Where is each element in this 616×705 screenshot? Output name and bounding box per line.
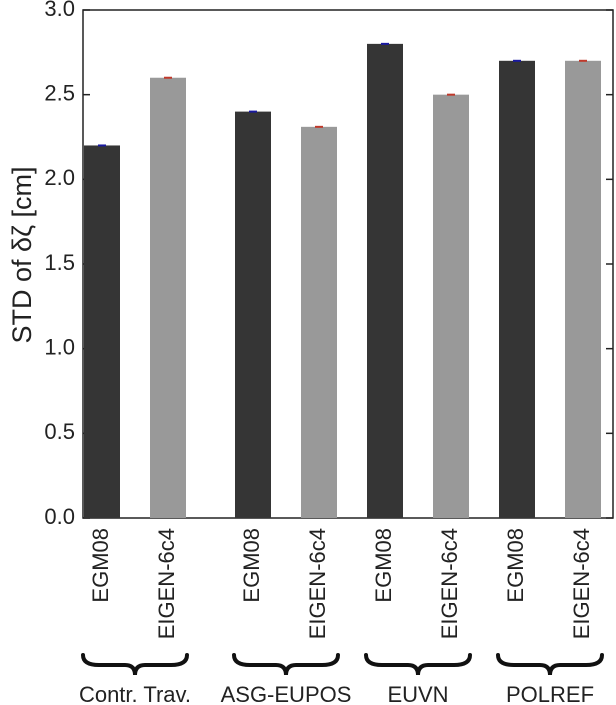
bar	[301, 126, 337, 518]
x-tick-label: EGM08	[239, 528, 264, 603]
x-tick-label: EIGEN-6c4	[154, 528, 179, 639]
x-tick-label: EIGEN-6c4	[437, 528, 462, 639]
bar	[499, 60, 535, 519]
group-brace	[496, 653, 604, 676]
x-tick-labels: EGM08 EIGEN-6c4 EGM08 EIGEN-6c4 EGM08 EIGEN-6…	[88, 528, 594, 639]
group-label: POLREF	[506, 682, 594, 705]
group-labels: Contr. Trav. ASG-EUPOS EUVN POLREF	[79, 653, 604, 705]
bar-series	[84, 42, 601, 519]
group-brace	[81, 653, 189, 676]
bar	[150, 77, 186, 518]
y-tick-label: 2.5	[44, 80, 75, 105]
x-tick-label: EGM08	[88, 528, 113, 603]
y-tick-label: 3.0	[44, 0, 75, 21]
bar	[433, 94, 469, 519]
y-axis: 0.0 0.5 1.0 1.5 2.0 2.5 3.0	[44, 0, 613, 529]
bar	[84, 145, 120, 518]
group-label: ASG-EUPOS	[221, 682, 352, 705]
bar	[565, 60, 601, 519]
y-tick-label: 0.5	[44, 419, 75, 444]
x-tick-label: EIGEN-6c4	[569, 528, 594, 639]
group-label: Contr. Trav.	[79, 682, 191, 705]
y-tick-label: 2.0	[44, 165, 75, 190]
x-tick-label: EGM08	[503, 528, 528, 603]
bar	[235, 111, 271, 518]
group-label: EUVN	[387, 682, 448, 705]
y-axis-label: STD of δζ [cm]	[7, 167, 37, 344]
y-tick-label: 1.5	[44, 250, 75, 275]
bar	[367, 43, 403, 518]
x-tick-label: EGM08	[371, 528, 396, 603]
group-brace	[364, 653, 472, 676]
x-tick-label: EIGEN-6c4	[305, 528, 330, 639]
y-tick-label: 1.0	[44, 334, 75, 359]
y-tick-label: 0.0	[44, 504, 75, 529]
group-brace	[232, 653, 340, 676]
